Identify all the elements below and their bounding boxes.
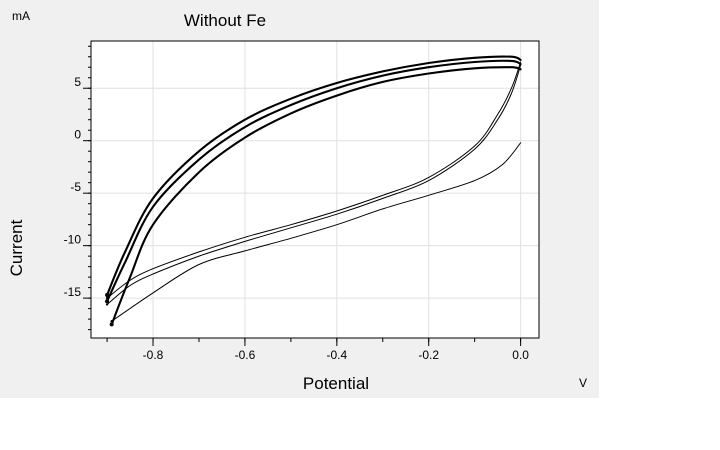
x-tick-label: -0.4 — [326, 348, 347, 362]
series-line-6 — [111, 142, 522, 322]
x-unit-label: V — [579, 376, 587, 390]
series-start-point — [109, 322, 114, 327]
chart-title: Without Fe — [184, 11, 266, 30]
x-tick-label: -0.2 — [418, 348, 439, 362]
x-tick-label: 0.0 — [512, 348, 529, 362]
series-start-point — [105, 303, 109, 306]
series-line-4 — [106, 61, 522, 299]
series-line-2 — [106, 59, 522, 303]
x-unit-area: V — [579, 376, 587, 390]
y-tick-label: 0 — [74, 128, 81, 142]
series-line-3 — [110, 66, 522, 326]
y-unit-label: mA — [12, 9, 30, 23]
chart-window: -0.8 -0.6 -0.4 -0.2 0.0 5 0 -5 -10 -15 Without Fe… — [0, 0, 599, 398]
x-axis-title: Potential — [303, 374, 369, 393]
y-tick-label: -15 — [64, 285, 82, 299]
y-tick-label: -10 — [64, 233, 82, 247]
series-line-5 — [106, 64, 522, 305]
series-start-point — [105, 296, 109, 300]
y-tick-label: -5 — [70, 180, 81, 194]
x-tick-label: -0.8 — [143, 348, 164, 362]
series-start-point — [105, 299, 110, 304]
plot-area — [91, 41, 539, 338]
x-tick-label: -0.6 — [235, 348, 256, 362]
series-start-point — [110, 320, 113, 323]
y-tick-label: 5 — [74, 75, 81, 89]
plot-frame — [90, 40, 540, 339]
chart-canvas: -0.8 -0.6 -0.4 -0.2 0.0 5 0 -5 -10 -15 Without Fe… — [7, 9, 540, 393]
series-line-1 — [106, 55, 522, 297]
series-start-point — [105, 292, 110, 297]
y-axis-title: Current — [7, 219, 26, 276]
